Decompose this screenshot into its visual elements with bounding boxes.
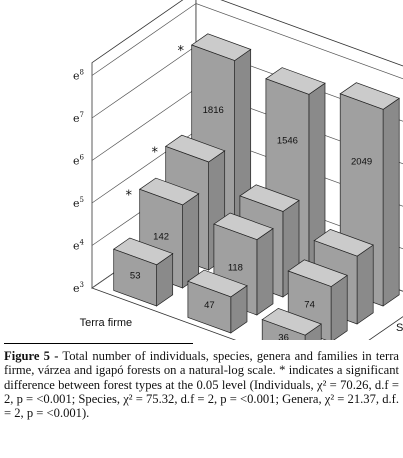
significance-star: * <box>125 188 132 203</box>
bar-families-0: 53 <box>112 237 174 307</box>
bar-side <box>356 244 374 325</box>
y-tick-label: e8 <box>73 69 84 83</box>
y-tick-label: e3 <box>73 281 84 295</box>
figure-caption: Figure 5 - Total number of individuals, … <box>4 349 399 420</box>
figure-label: Figure 5 - <box>4 349 59 363</box>
gridline <box>91 3 403 80</box>
bar-value-label: 47 <box>204 300 215 311</box>
significance-star: * <box>151 145 158 160</box>
bar-value-label: 53 <box>130 271 141 282</box>
significance-star: * <box>177 44 184 59</box>
bar-value-label: 118 <box>228 262 243 273</box>
y-axis-ticks: e3 e4 e5 e6 e7 e8 <box>73 69 85 296</box>
x-category-label: Terra firme <box>80 317 133 329</box>
caption-rule <box>4 343 193 344</box>
depth-category-label: Species <box>396 322 403 334</box>
depth-axis-categories: FamiliesGeneraSpeciesIndividuals <box>396 322 403 334</box>
bar-value-label: 1546 <box>277 136 298 147</box>
figure-caption-text: Total number of individuals, species, ge… <box>4 349 399 421</box>
bar-value-label: 1816 <box>203 105 224 116</box>
bar-side <box>382 97 400 307</box>
bar-value-label: 142 <box>153 232 169 243</box>
y-tick-label: e5 <box>73 196 84 210</box>
x-axis-categories: Terra firmeVárzeaIgapó <box>80 317 133 329</box>
bar-front <box>187 280 232 334</box>
bar-value-label: 2049 <box>351 157 372 168</box>
y-tick-label: e7 <box>73 111 84 125</box>
bar-value-label: 74 <box>304 299 315 310</box>
bar-side <box>182 193 200 289</box>
bar-front <box>113 248 157 307</box>
bar-side <box>256 227 274 316</box>
y-tick-label: e4 <box>73 239 85 253</box>
bar-value-label: 36 <box>278 333 289 340</box>
bar-families-2: 36 <box>261 308 322 340</box>
bar-families-1: 47 <box>187 269 248 334</box>
bar-front <box>261 319 306 340</box>
y-tick-label: e6 <box>73 154 85 168</box>
